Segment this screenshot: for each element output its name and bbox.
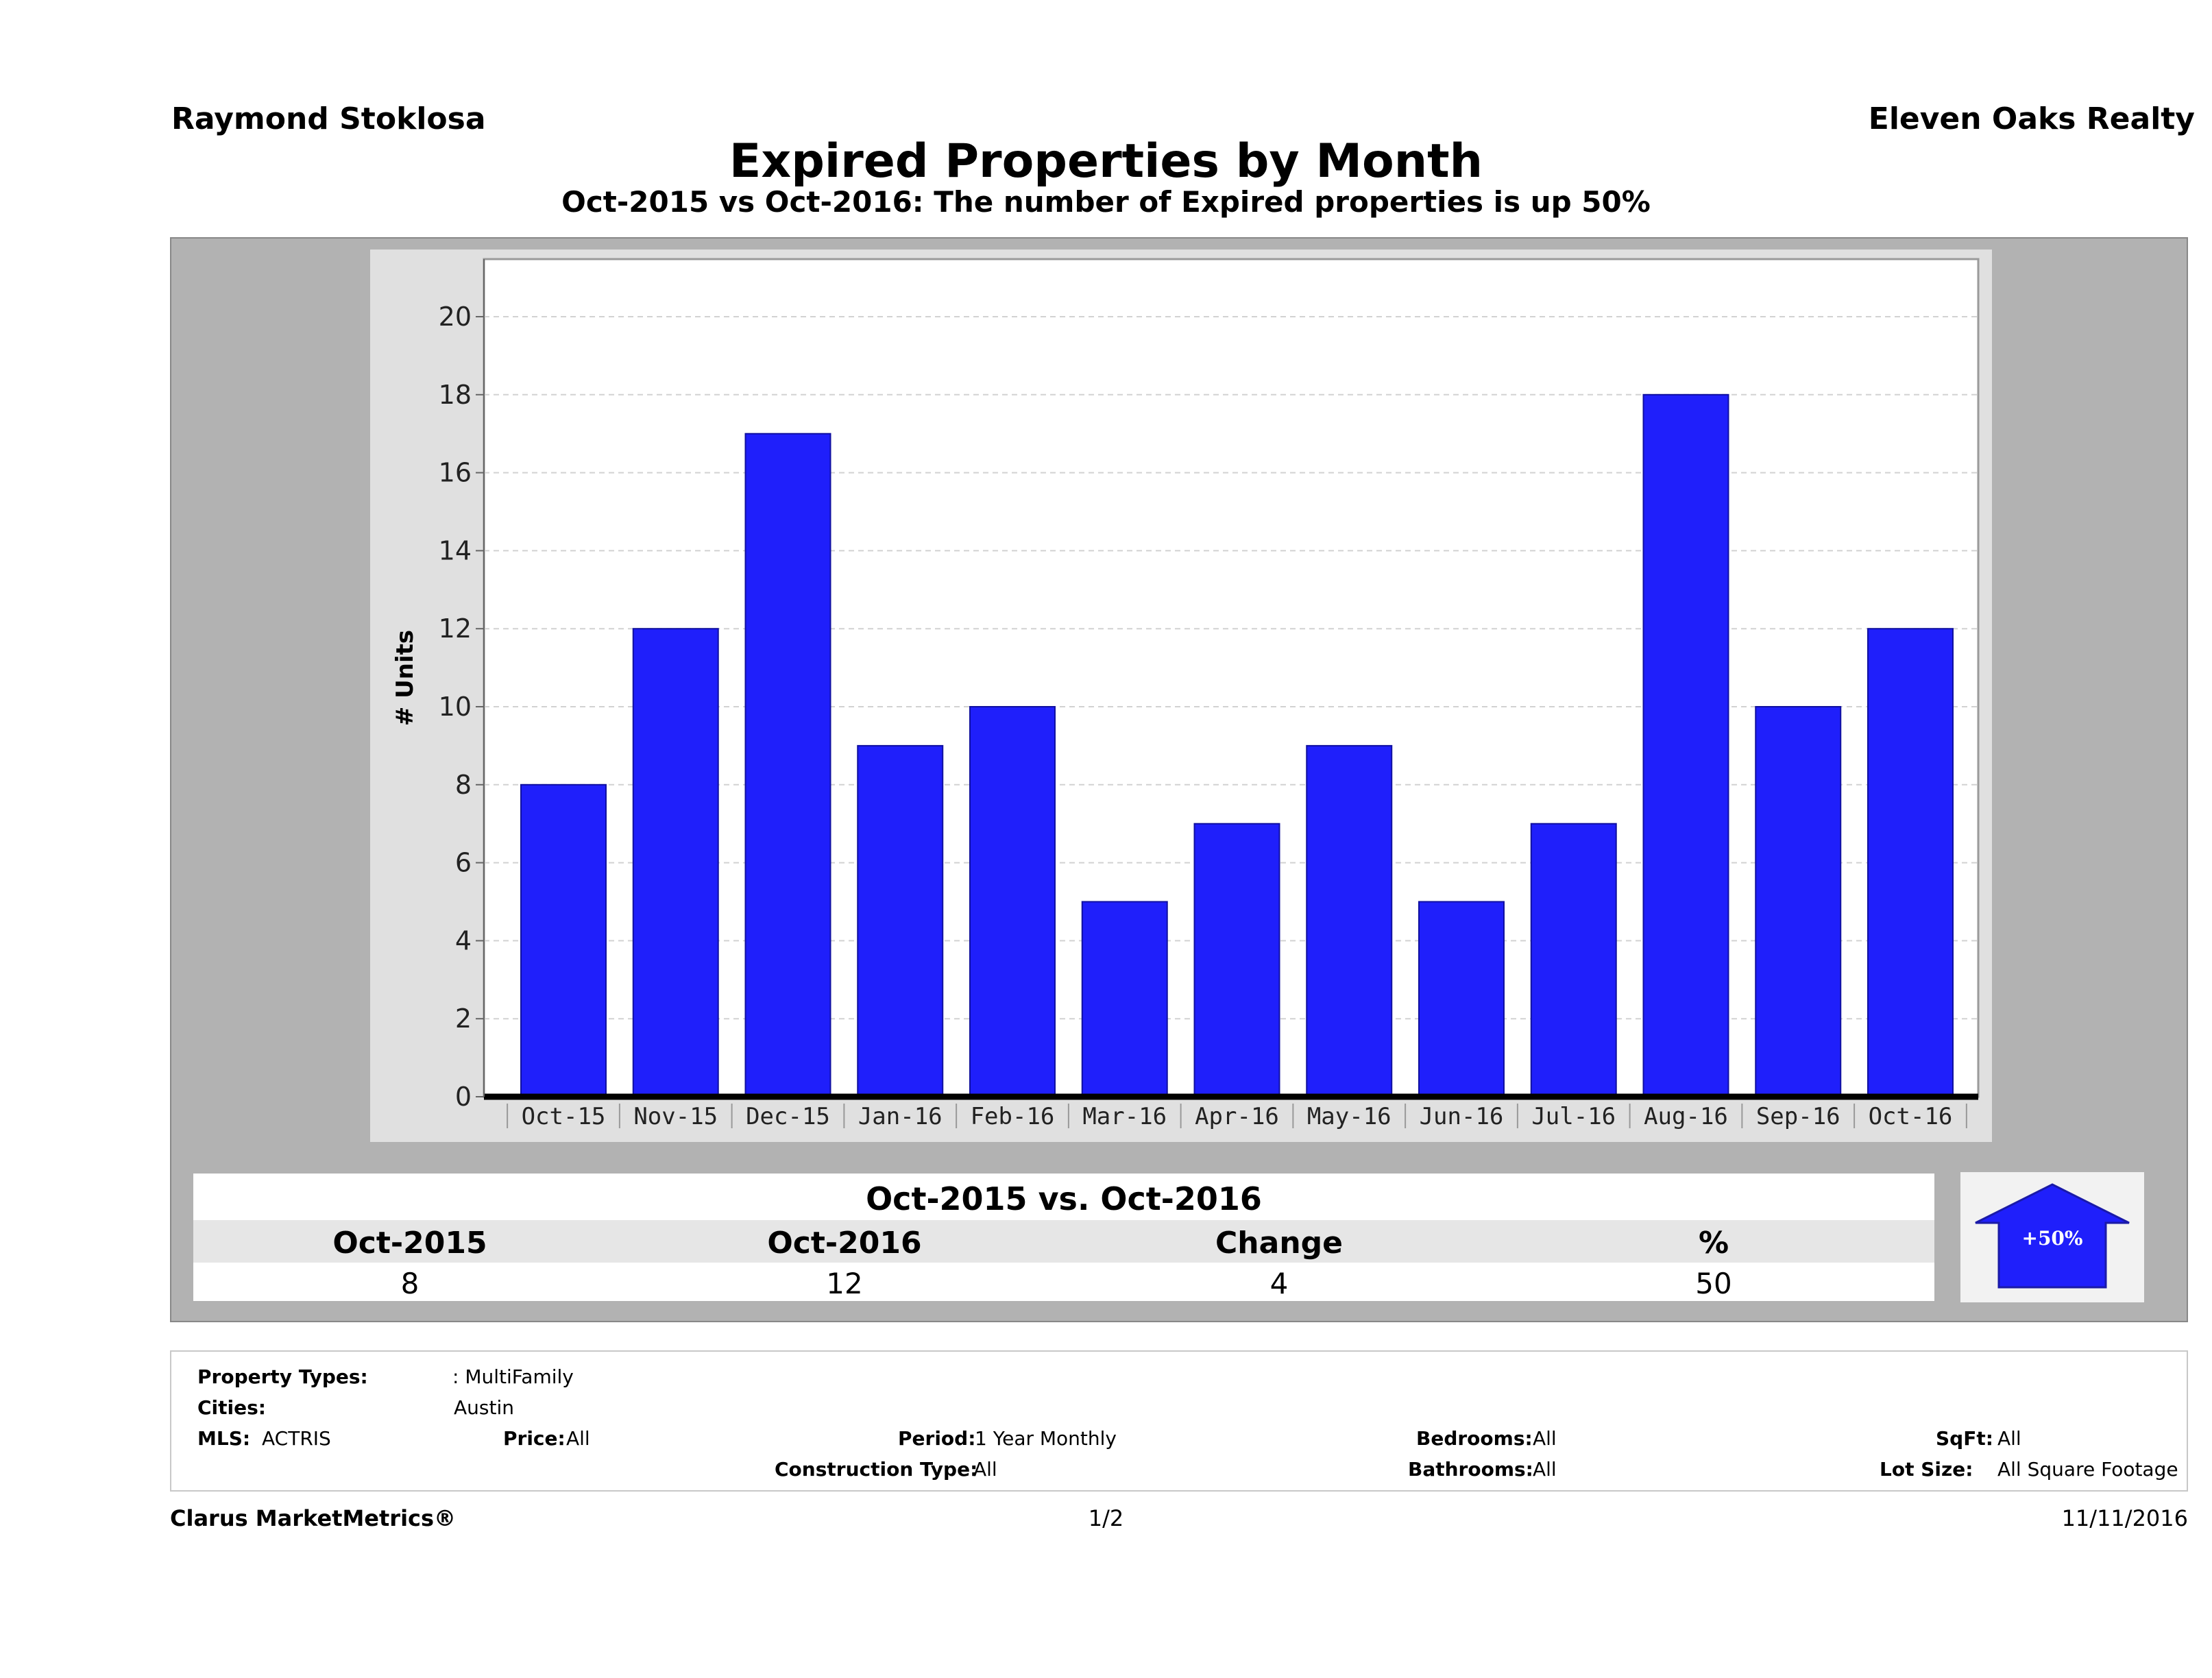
comparison-value-row: 8 12 4 50 bbox=[193, 1263, 1934, 1301]
x-tick-label: Nov-15 bbox=[633, 1103, 718, 1130]
y-tick-label: 8 bbox=[455, 770, 472, 800]
bar bbox=[1306, 744, 1393, 1097]
bar bbox=[632, 628, 719, 1097]
value-percent: 50 bbox=[1695, 1267, 1732, 1300]
bedrooms-label: Bedrooms: bbox=[1416, 1427, 1533, 1450]
sqft-value: All bbox=[1997, 1427, 2021, 1450]
bar bbox=[857, 744, 944, 1097]
x-tick-label: Jul-16 bbox=[1531, 1103, 1616, 1130]
bar bbox=[1418, 901, 1505, 1097]
chart-container: 0 2 4 6 8 10 12 14 16 18 20 Oct-15 Nov-15 Dec-15 Jan-1… bbox=[370, 250, 1992, 1142]
y-tick-label: 0 bbox=[455, 1082, 472, 1112]
value-oct-2016: 12 bbox=[826, 1267, 863, 1300]
x-tick-label: Dec-15 bbox=[746, 1103, 830, 1130]
brand-label: Clarus MarketMetrics® bbox=[170, 1505, 457, 1531]
bar bbox=[1081, 901, 1168, 1097]
x-tick-label: Jan-16 bbox=[858, 1103, 943, 1130]
x-tick-label: Jun-16 bbox=[1420, 1103, 1504, 1130]
col-header-oct-2015: Oct-2015 bbox=[332, 1226, 487, 1261]
comparison-heading-row: Oct-2015 vs. Oct-2016 bbox=[193, 1174, 1934, 1220]
report-date: 11/11/2016 bbox=[2061, 1505, 2188, 1531]
agent-name: Raymond Stoklosa bbox=[171, 101, 486, 136]
comparison-heading: Oct-2015 vs. Oct-2016 bbox=[866, 1180, 1262, 1217]
y-tick-label: 4 bbox=[455, 925, 472, 956]
sqft-label: SqFt: bbox=[1936, 1427, 1993, 1450]
bar bbox=[1193, 823, 1280, 1097]
x-tick-label: Aug-16 bbox=[1644, 1103, 1728, 1130]
value-oct-2015: 8 bbox=[400, 1267, 420, 1300]
filters-box: Property Types: : MultiFamily Cities: Au… bbox=[170, 1350, 2188, 1492]
x-tick-label: May-16 bbox=[1307, 1103, 1391, 1130]
lot-size-label: Lot Size: bbox=[1880, 1458, 1973, 1481]
price-value: All bbox=[566, 1427, 590, 1450]
col-header-oct-2016: Oct-2016 bbox=[767, 1226, 922, 1261]
comparison-table: Oct-2015 vs. Oct-2016 Oct-2015 Oct-2016 … bbox=[193, 1174, 1934, 1301]
y-tick-label: 6 bbox=[455, 848, 472, 878]
period-label: Period: bbox=[898, 1427, 976, 1450]
y-tick-label: 16 bbox=[439, 458, 472, 488]
page-number: 1/2 bbox=[1088, 1505, 1124, 1531]
period-value: 1 Year Monthly bbox=[975, 1427, 1117, 1450]
x-tick-label: Oct-15 bbox=[522, 1103, 606, 1130]
bar bbox=[520, 783, 607, 1097]
construction-type-value: All bbox=[973, 1458, 997, 1481]
lot-size-value: All Square Footage bbox=[1997, 1458, 2178, 1481]
mls-value: ACTRIS bbox=[262, 1427, 331, 1450]
y-tick-label: 18 bbox=[439, 380, 472, 410]
col-header-change: Change bbox=[1215, 1226, 1343, 1261]
bar bbox=[1867, 628, 1954, 1097]
y-tick-label: 12 bbox=[439, 613, 472, 644]
y-tick-label: 14 bbox=[439, 535, 472, 566]
mls-label: MLS: bbox=[197, 1427, 251, 1450]
property-types-label: Property Types: bbox=[197, 1365, 368, 1388]
bar bbox=[1530, 823, 1617, 1097]
bar bbox=[1642, 393, 1729, 1097]
cities-value: Austin bbox=[454, 1396, 514, 1419]
page-title: Expired Properties by Month bbox=[729, 134, 1483, 189]
bathrooms-value: All bbox=[1533, 1458, 1557, 1481]
bar bbox=[969, 706, 1056, 1097]
y-tick-label: 10 bbox=[439, 692, 472, 722]
property-types-value: : MultiFamily bbox=[452, 1365, 574, 1388]
construction-type-label: Construction Type: bbox=[775, 1458, 978, 1481]
y-tick-label: 20 bbox=[439, 302, 472, 332]
brokerage-name: Eleven Oaks Realty bbox=[1868, 101, 2195, 136]
x-tick-label: Sep-16 bbox=[1756, 1103, 1840, 1130]
price-label: Price: bbox=[503, 1427, 566, 1450]
x-tick-label: Feb-16 bbox=[971, 1103, 1055, 1130]
value-change: 4 bbox=[1269, 1267, 1289, 1300]
change-badge-label: +50% bbox=[2021, 1227, 2082, 1250]
x-tick-label: Oct-16 bbox=[1869, 1103, 1953, 1130]
change-badge: +50% bbox=[1960, 1172, 2144, 1302]
bedrooms-value: All bbox=[1533, 1427, 1557, 1450]
page-subtitle: Oct-2015 vs Oct-2016: The number of Expi… bbox=[561, 185, 1651, 219]
x-tick-label: Apr-16 bbox=[1195, 1103, 1279, 1130]
y-axis-label: # Units bbox=[391, 630, 419, 726]
bar bbox=[1755, 706, 1842, 1097]
bar bbox=[744, 433, 831, 1097]
bar-chart: 0 2 4 6 8 10 12 14 16 18 20 Oct-15 Nov-15 Dec-15 Jan-1… bbox=[391, 258, 1980, 1130]
col-header-percent: % bbox=[1698, 1226, 1729, 1261]
up-arrow-icon: +50% bbox=[1975, 1183, 2130, 1289]
x-tick-label: Mar-16 bbox=[1082, 1103, 1167, 1130]
comparison-header-row: Oct-2015 Oct-2016 Change % bbox=[193, 1220, 1934, 1263]
cities-label: Cities: bbox=[197, 1396, 266, 1419]
bathrooms-label: Bathrooms: bbox=[1408, 1458, 1533, 1481]
y-tick-label: 2 bbox=[455, 1004, 472, 1034]
